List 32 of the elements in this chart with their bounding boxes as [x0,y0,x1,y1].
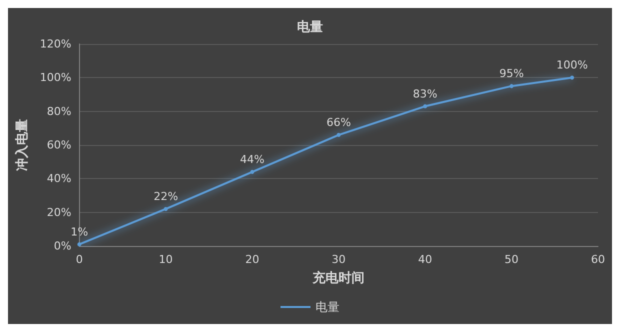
x-tick-label: 50 [504,253,519,266]
data-label: 44% [240,152,264,166]
point [250,170,254,174]
point [77,242,82,246]
y-tick-label: 80% [46,104,72,118]
data-label: 95% [499,67,524,80]
y-tick-label: 0% [54,240,72,252]
point [570,76,574,80]
legend-label: 电量 [316,300,340,314]
data-label: 83% [412,87,438,100]
point [164,206,168,211]
data-label: 100% [556,58,588,72]
x-axis-title: 充电时间 [312,270,365,286]
point [336,132,341,137]
data-label: 66% [326,116,351,129]
x-tick-label: 20 [245,253,260,266]
y-tick-label: 120% [40,38,72,50]
y-axis-title: 冲入电量 [14,119,30,171]
x-tick-label: 60 [591,253,605,266]
data-label: 22% [154,190,178,203]
x-tick-label: 40 [418,253,432,266]
data-label: 1% [70,225,88,238]
chart-title: 电量 [297,20,323,35]
y-tick-label: 100% [40,71,72,84]
y-tick-label: 60% [46,138,72,152]
x-tick-label: 0 [76,253,83,266]
point [423,104,428,108]
x-tick-label: 30 [332,253,346,266]
x-tick-label: 10 [158,253,173,266]
y-tick-label: 20% [46,206,72,219]
point [510,84,514,88]
y-tick-label: 40% [46,172,72,186]
